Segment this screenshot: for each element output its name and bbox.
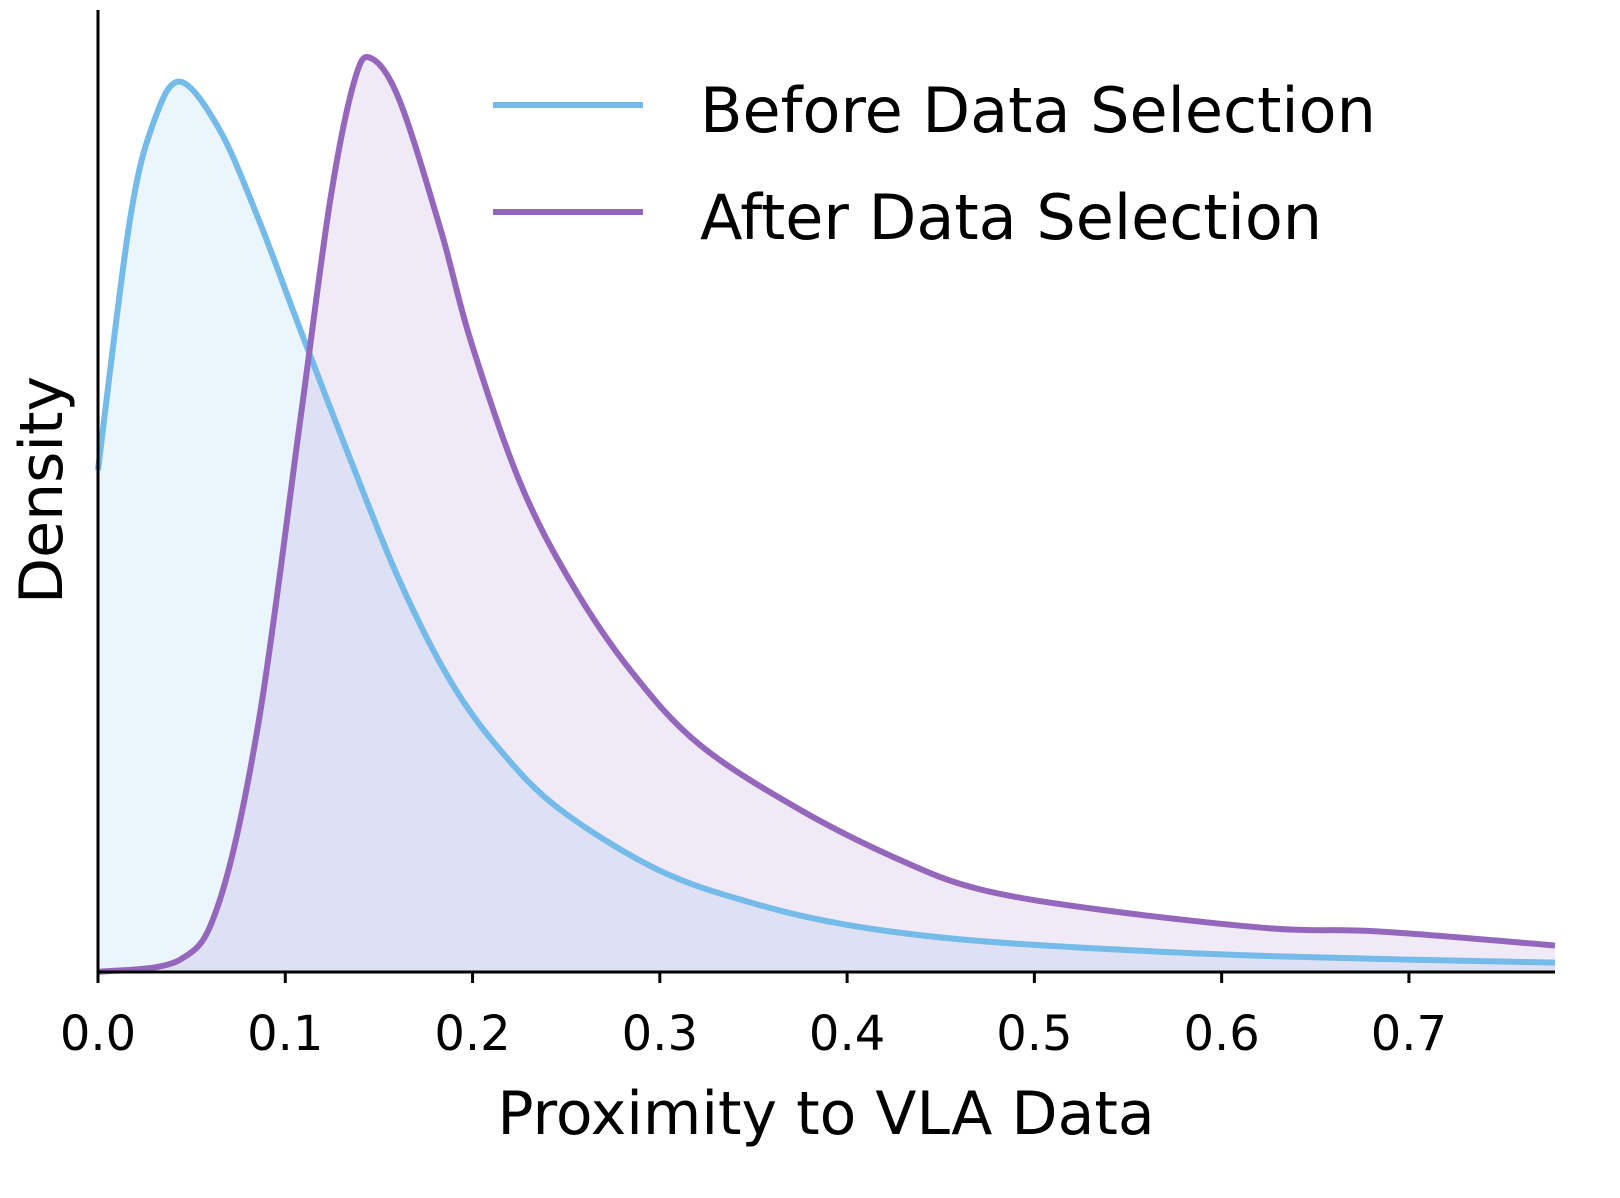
- series-lines: [95, 54, 1556, 975]
- series-line-before: [95, 78, 1556, 966]
- legend-label-after: After Data Selection: [700, 181, 1322, 254]
- x-tick-label: 0.0: [60, 1006, 136, 1062]
- x-axis-label: Proximity to VLA Data: [497, 1079, 1154, 1149]
- area-fill-after: [98, 56, 1555, 972]
- x-tick-label: 0.7: [1371, 1006, 1447, 1062]
- x-tick-label: 0.5: [996, 1006, 1072, 1062]
- series-line-after: [97, 54, 1556, 975]
- x-ticks: 0.0 0.1 0.2 0.3 0.4 0.5 0.6 0.7: [60, 972, 1447, 1062]
- x-tick-label: 0.2: [434, 1006, 510, 1062]
- legend: Before Data Selection After Data Selecti…: [493, 74, 1376, 254]
- area-fill-before: [98, 81, 1555, 973]
- x-tick-label: 0.4: [809, 1006, 885, 1062]
- x-tick-label: 0.6: [1183, 1006, 1259, 1062]
- x-tick-label: 0.3: [622, 1006, 698, 1062]
- area-fills: [98, 56, 1555, 973]
- legend-label-before: Before Data Selection: [700, 74, 1376, 147]
- y-axis-label: Density: [7, 376, 77, 604]
- x-tick-label: 0.1: [247, 1006, 323, 1062]
